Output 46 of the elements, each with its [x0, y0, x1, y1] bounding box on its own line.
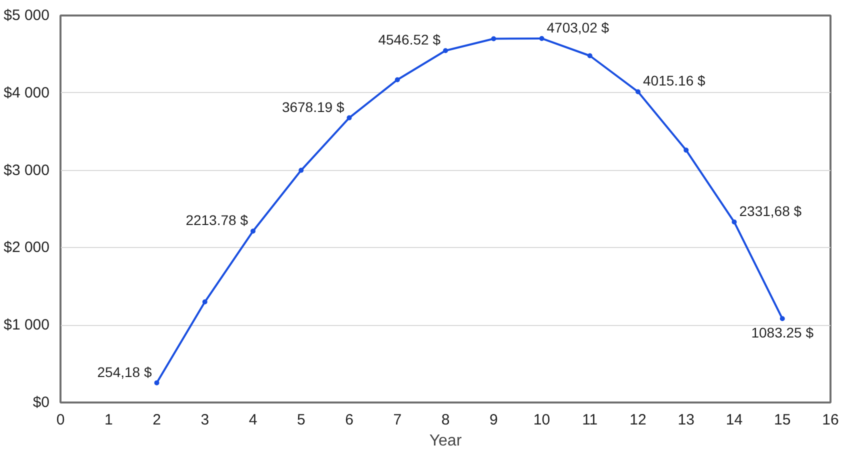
x-tick-label: 5 [296, 412, 306, 428]
y-tick-label: $3 000 [4, 162, 50, 179]
point [780, 316, 785, 322]
point [346, 115, 352, 120]
x-tick-label: 12 [630, 412, 646, 428]
y-tick-label: $5 000 [4, 7, 50, 24]
point [636, 89, 640, 94]
x-tick-label: 8 [441, 412, 450, 428]
point [154, 380, 160, 386]
point [250, 228, 256, 234]
x-tick-label: 2 [152, 412, 161, 428]
x-axis-title: Year [429, 432, 462, 450]
x-tick-label: 6 [345, 412, 354, 428]
data-label: 4546.52 $ [378, 32, 441, 48]
x-tick-label: 16 [822, 412, 839, 428]
data-label: 3678.19 $ [282, 98, 344, 115]
x-tick-label: 15 [774, 412, 791, 428]
point [491, 36, 496, 42]
x-tick-label: 0 [56, 412, 65, 428]
y-tick-label: $1 000 [4, 316, 50, 334]
x-tick-label: 14 [726, 412, 743, 428]
x-tick-label: 10 [533, 412, 550, 428]
point [732, 220, 737, 225]
data-label: 4703,02 $ [546, 19, 610, 36]
data-label: 2331,68 $ [739, 203, 802, 220]
x-tick-label: 7 [393, 412, 402, 428]
y-tick-label: $0 [32, 394, 50, 411]
point [443, 48, 448, 54]
point [539, 36, 544, 41]
x-tick-label: 4 [248, 412, 258, 428]
point [587, 53, 592, 58]
data-label: 2213.78 $ [186, 212, 248, 228]
point [394, 77, 400, 82]
point [684, 148, 689, 153]
x-tick-label: 13 [678, 412, 694, 428]
x-tick-label: 1 [104, 412, 113, 428]
point [202, 299, 208, 304]
data-label: 254,18 $ [97, 364, 152, 380]
point [298, 168, 304, 173]
y-tick-label: $4 000 [4, 84, 50, 102]
data-label: 4015.16 $ [643, 72, 706, 89]
x-tick-label: 3 [200, 412, 210, 428]
x-tick-label: 9 [489, 412, 498, 428]
x-tick-label: 11 [582, 412, 598, 428]
y-tick-label: $2 000 [4, 239, 50, 256]
data-label: 1083.25 $ [751, 324, 814, 341]
